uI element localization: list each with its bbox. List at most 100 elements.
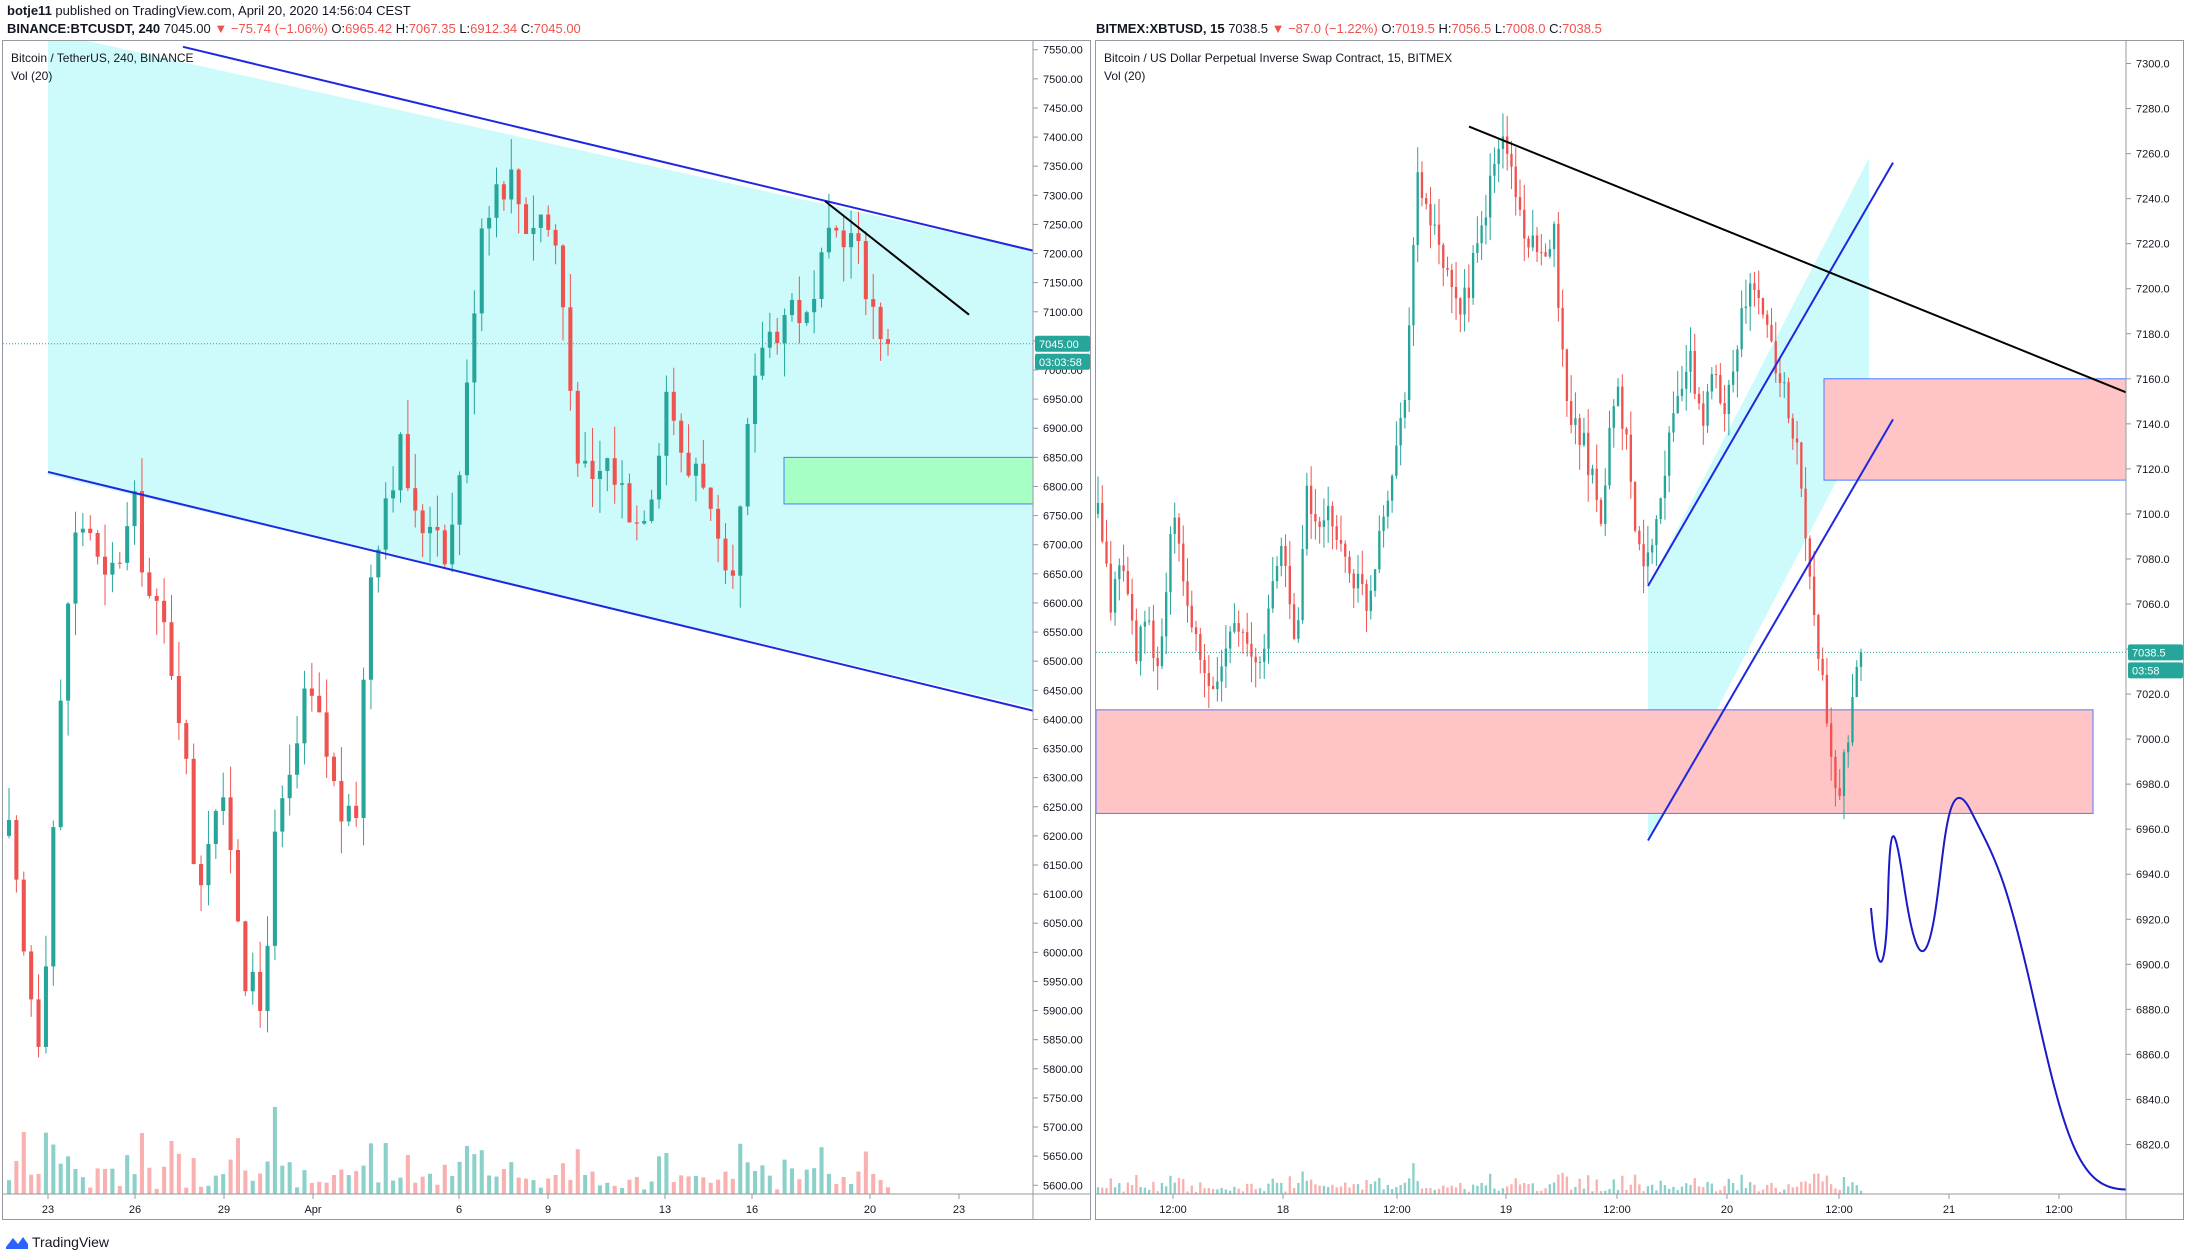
candle-body — [849, 233, 854, 248]
candle-body — [361, 679, 366, 818]
candle-body — [1203, 659, 1206, 674]
y-tick-label: 7220.0 — [2136, 239, 2170, 251]
volume-bar — [147, 1167, 152, 1194]
candle-body — [1318, 521, 1321, 527]
candle-body — [1668, 432, 1671, 476]
right-chart-canvas[interactable]: 6820.0 6840.0 6860.0 6880.0 6900.0 6920.0 6940… — [1096, 41, 2184, 1220]
candle-body — [1280, 546, 1283, 567]
volume-bar — [1399, 1185, 1402, 1194]
volume-bar — [1216, 1189, 1219, 1194]
candle-body — [206, 844, 211, 886]
author-name[interactable]: botje11 — [7, 3, 52, 18]
candle-body — [1531, 235, 1534, 248]
volume-bar — [1829, 1184, 1833, 1194]
volume-bar — [1565, 1176, 1569, 1194]
candle-body — [413, 488, 418, 511]
candle-body — [258, 971, 263, 1011]
volume-bar — [1416, 1180, 1419, 1194]
left-change: ▼ −75.74 (−1.06%) — [214, 21, 328, 36]
candle-body — [1284, 546, 1287, 566]
candle-body — [1267, 608, 1270, 649]
volume-bar — [1851, 1182, 1854, 1194]
candle-body — [43, 966, 48, 1047]
volume-bar — [1766, 1184, 1769, 1194]
volume-bar — [280, 1165, 285, 1194]
candle-body — [620, 483, 625, 485]
volume-bar — [1506, 1186, 1509, 1194]
candle-body — [1386, 500, 1390, 517]
volume-bar — [1369, 1184, 1372, 1194]
candle-body — [782, 315, 787, 344]
candle-body — [701, 463, 706, 488]
candle-body — [1309, 485, 1313, 514]
last-price-text: 7045.00 — [1039, 339, 1079, 351]
candle-body — [1433, 224, 1436, 226]
volume-bar — [804, 1169, 809, 1194]
volume-bar — [834, 1183, 839, 1194]
candle-body — [154, 595, 159, 601]
candle-body — [272, 831, 277, 946]
y-tick-label: 6200.00 — [1043, 831, 1083, 843]
volume-bar — [1646, 1186, 1650, 1194]
channel-fill — [48, 41, 1033, 708]
tradingview-logo[interactable]: TradingView — [6, 1234, 109, 1250]
right-high: 7056.5 — [1451, 21, 1492, 36]
candle-body — [1599, 499, 1603, 524]
footer: TradingView — [0, 1226, 2186, 1260]
candle-body — [538, 214, 543, 228]
right-chart-pane[interactable]: Bitcoin / US Dollar Perpetual Inverse Sw… — [1095, 40, 2184, 1220]
candle-body — [1817, 615, 1820, 659]
candle-body — [1646, 552, 1650, 567]
volume-bar — [1322, 1185, 1326, 1194]
candle-body — [1676, 395, 1679, 414]
volume-bar — [1331, 1184, 1334, 1194]
volume-bar — [1800, 1181, 1803, 1194]
volume-bar — [1531, 1183, 1534, 1194]
y-tick-label: 6100.00 — [1043, 889, 1083, 901]
candle-body — [1574, 418, 1577, 425]
left-chart-canvas[interactable]: 5600.00 5650.00 5700.00 5750.00 5800.00 5850.… — [3, 41, 1091, 1220]
volume-bar — [1113, 1187, 1117, 1194]
candle-body — [1425, 198, 1428, 204]
volume-bar — [627, 1179, 632, 1194]
volume-bar — [398, 1177, 403, 1194]
candle-body — [716, 508, 721, 539]
candle-body — [1420, 172, 1424, 199]
candle-body — [1514, 166, 1517, 198]
y-tick-label: 6600.00 — [1043, 598, 1083, 610]
y-tick-label: 6900.0 — [2136, 959, 2170, 971]
volume-bar — [885, 1187, 891, 1194]
resistance-zone — [1823, 378, 2127, 481]
y-tick-label: 5750.00 — [1043, 1093, 1083, 1105]
volume-bar — [184, 1187, 189, 1194]
volume-bar — [1442, 1185, 1445, 1194]
candle-body — [1633, 481, 1637, 531]
candle-body — [531, 227, 536, 235]
volume-bar — [649, 1181, 654, 1194]
candle-body — [1561, 307, 1564, 350]
candle-body — [1535, 235, 1539, 253]
candle-body — [1510, 153, 1513, 167]
candle-body — [1808, 538, 1812, 577]
candle-body — [708, 487, 713, 509]
y-tick-label: 7400.00 — [1043, 132, 1083, 144]
volume-bar — [671, 1182, 676, 1194]
candle-body — [583, 460, 588, 464]
volume-bar — [368, 1143, 373, 1194]
volume-bar — [1493, 1188, 1496, 1194]
candle-body — [1638, 530, 1641, 545]
volume-bar — [235, 1138, 241, 1194]
last-price-text: 7038.5 — [2132, 647, 2166, 659]
candle-body — [1552, 223, 1556, 250]
candle-body — [1250, 643, 1253, 657]
volume-bar — [1723, 1186, 1726, 1194]
candle-body — [1373, 569, 1377, 591]
candle-body — [1753, 283, 1756, 290]
volume-bar — [1352, 1184, 1355, 1194]
candle-body — [1616, 386, 1620, 407]
candle-body — [767, 331, 772, 348]
volume-bar — [1638, 1184, 1641, 1194]
volume-bar — [1169, 1175, 1172, 1194]
left-chart-pane[interactable]: Bitcoin / TetherUS, 240, BINANCE Vol (20… — [2, 40, 1091, 1220]
candle-body — [391, 490, 396, 499]
